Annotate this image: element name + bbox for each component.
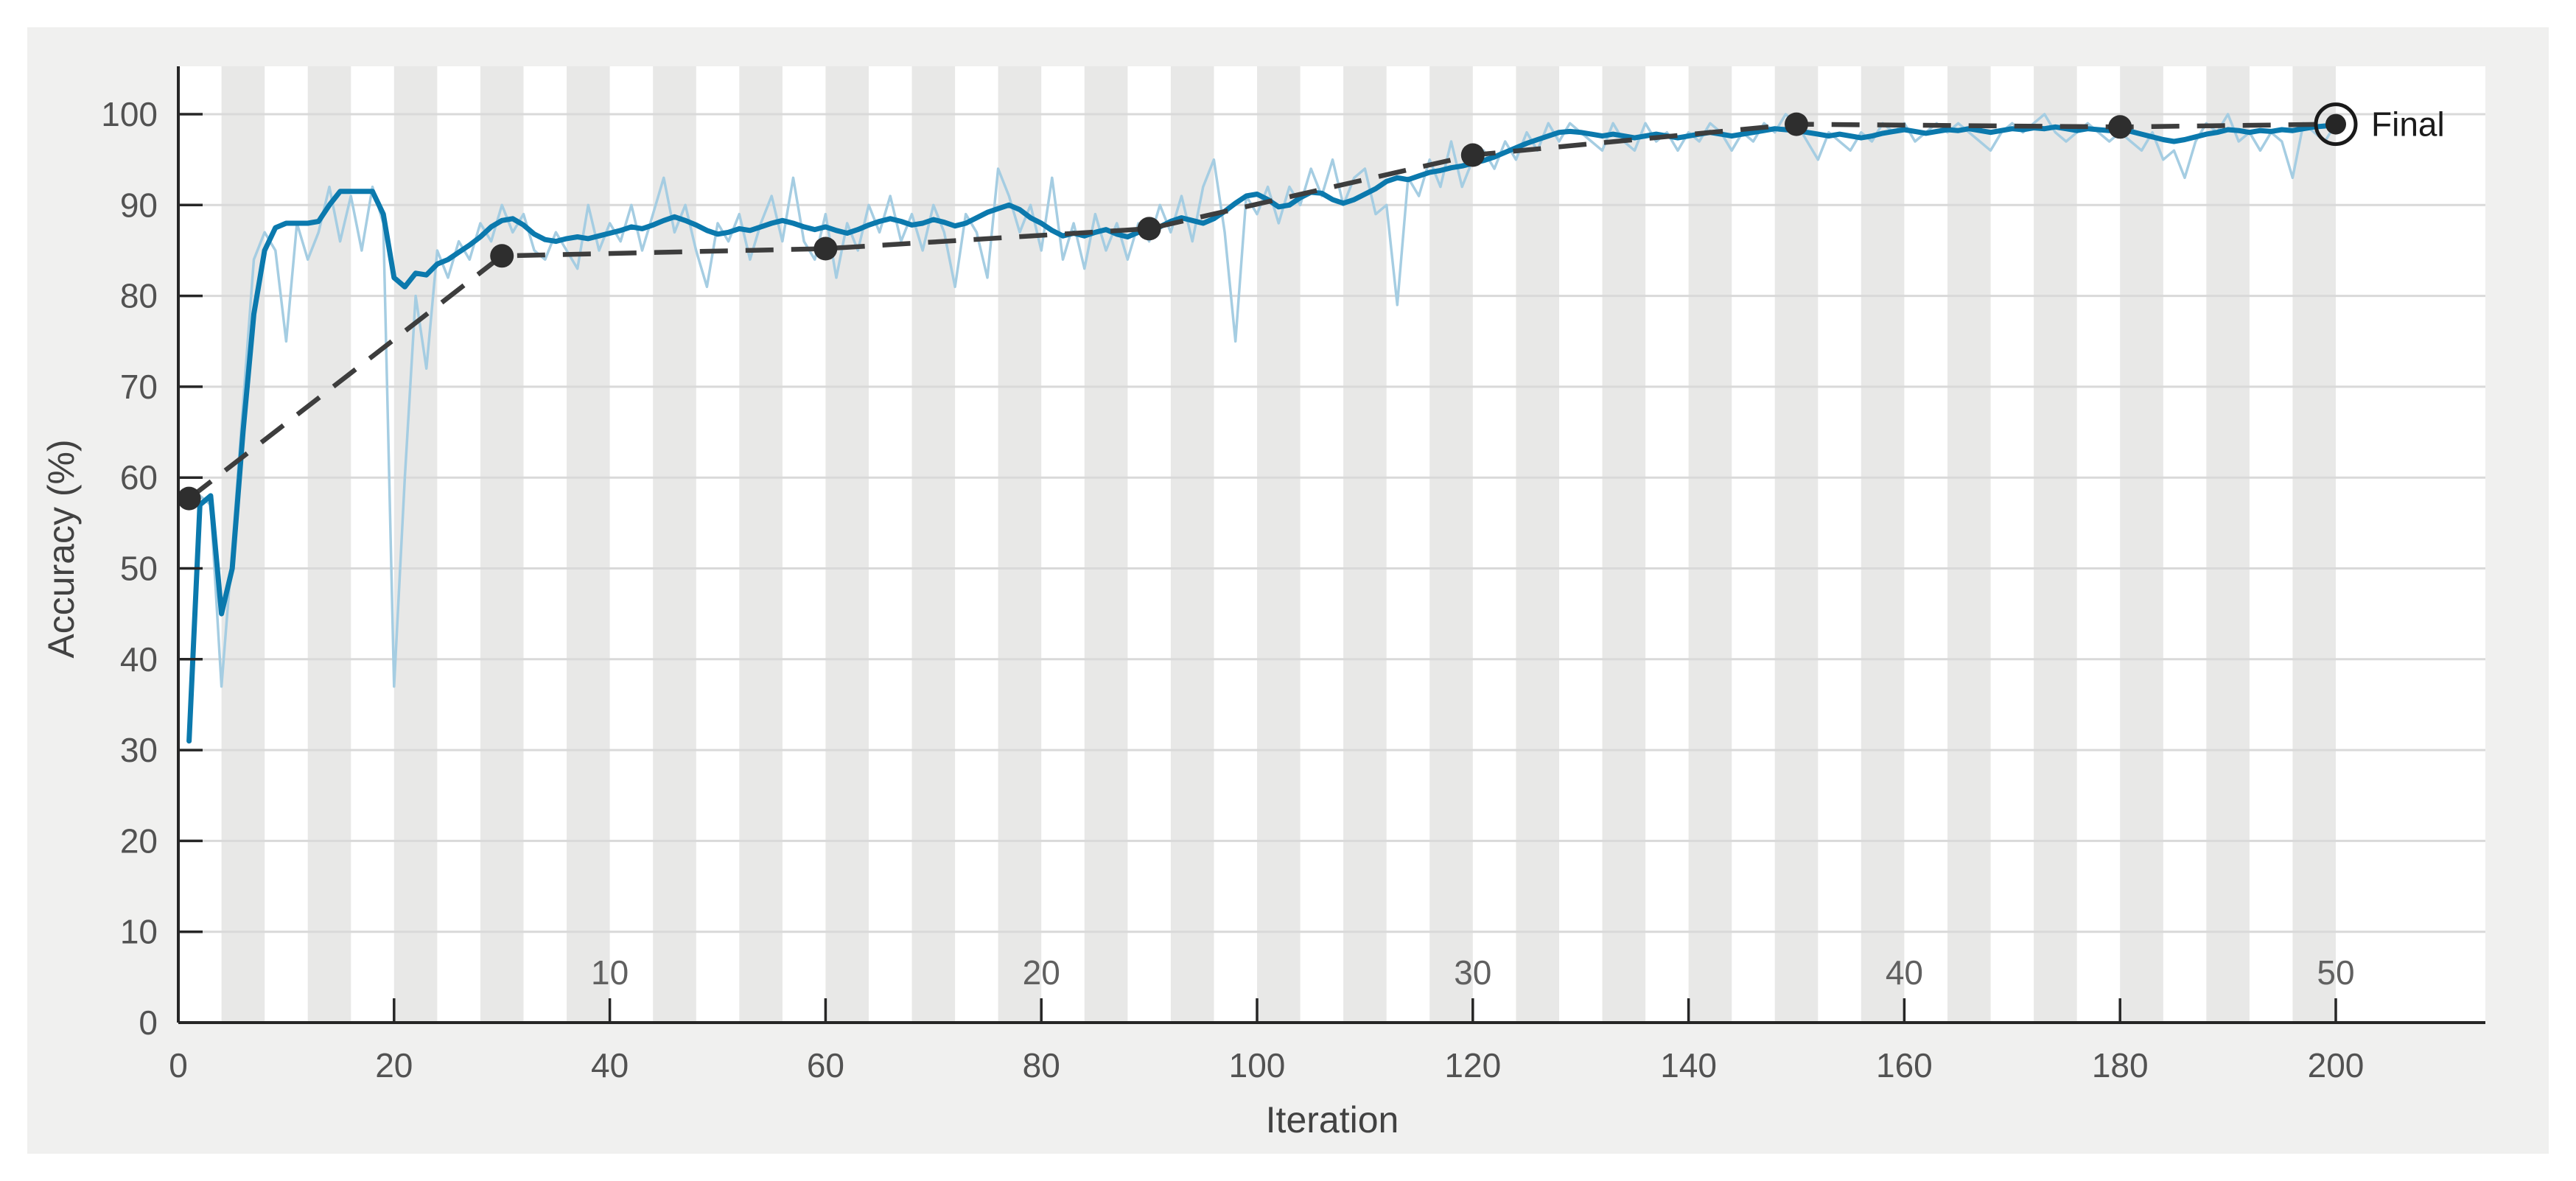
plot-area xyxy=(178,66,2485,1023)
epoch-band xyxy=(1257,66,1301,1023)
epoch-label: 40 xyxy=(1886,953,1923,992)
y-tick-label: 30 xyxy=(120,731,158,769)
x-tick-label: 140 xyxy=(1660,1046,1717,1084)
training-raw-line xyxy=(187,113,2337,743)
epoch-band xyxy=(2120,66,2163,1023)
epoch-band xyxy=(1688,66,1732,1023)
epoch-band xyxy=(480,66,524,1023)
x-tick-label: 200 xyxy=(2308,1046,2365,1084)
final-marker xyxy=(2325,113,2346,135)
final-marker-ring xyxy=(2314,102,2358,147)
x-axis-title: Iteration xyxy=(1266,1099,1399,1140)
validation-line xyxy=(187,122,2337,501)
y-tick-label: 50 xyxy=(120,550,158,588)
x-tick-label: 100 xyxy=(1229,1046,1286,1084)
epoch-band xyxy=(1516,66,1559,1023)
epoch-band xyxy=(2292,66,2336,1023)
epoch-band xyxy=(1861,66,1905,1023)
epoch-band xyxy=(2206,66,2250,1023)
y-tick-label: 100 xyxy=(101,95,158,133)
epoch-band xyxy=(653,66,696,1023)
epoch-band xyxy=(1084,66,1128,1023)
y-axis-title: Accuracy (%) xyxy=(41,439,82,658)
epoch-label: 10 xyxy=(591,953,629,992)
y-tick-label: 80 xyxy=(120,277,158,315)
y-tick-label: 90 xyxy=(120,186,158,224)
x-tick-label: 80 xyxy=(1023,1046,1060,1084)
epoch-band xyxy=(1429,66,1473,1023)
y-tick-label: 40 xyxy=(120,640,158,679)
final-label: Final xyxy=(2371,105,2445,144)
x-tick-label: 40 xyxy=(591,1046,629,1084)
y-tick-label: 0 xyxy=(139,1003,158,1042)
x-tick-label: 60 xyxy=(807,1046,844,1084)
epoch-band xyxy=(1774,66,1819,1023)
y-tick-label: 60 xyxy=(120,458,158,497)
validation-marker xyxy=(2108,115,2132,139)
validation-marker xyxy=(813,236,838,261)
y-tick-label: 70 xyxy=(120,368,158,406)
y-tick-label: 10 xyxy=(120,913,158,951)
x-tick-label: 0 xyxy=(169,1046,188,1084)
x-tick-label: 120 xyxy=(1444,1046,1501,1084)
epoch-label: 20 xyxy=(1023,953,1060,992)
epoch-band xyxy=(1947,66,1991,1023)
x-tick-label: 160 xyxy=(1876,1046,1933,1084)
epoch-band xyxy=(1602,66,1646,1023)
validation-marker xyxy=(1137,217,1161,241)
x-tick-label: 180 xyxy=(2092,1046,2149,1084)
epoch-label: 50 xyxy=(2317,953,2354,992)
training-smoothed-line xyxy=(186,122,2339,744)
epoch-band xyxy=(998,66,1042,1023)
validation-marker xyxy=(490,244,514,268)
epoch-band xyxy=(1343,66,1387,1023)
epoch-band xyxy=(567,66,610,1023)
validation-marker xyxy=(177,486,201,511)
epoch-label: 30 xyxy=(1454,953,1491,992)
epoch-band xyxy=(2034,66,2077,1023)
epoch-band xyxy=(307,66,351,1023)
epoch-band xyxy=(825,66,869,1023)
epoch-band xyxy=(1170,66,1214,1023)
epoch-band xyxy=(221,66,265,1023)
validation-marker xyxy=(1785,112,1808,136)
y-tick-label: 20 xyxy=(120,821,158,860)
validation-marker xyxy=(1460,143,1485,167)
x-tick-label: 20 xyxy=(375,1046,413,1084)
